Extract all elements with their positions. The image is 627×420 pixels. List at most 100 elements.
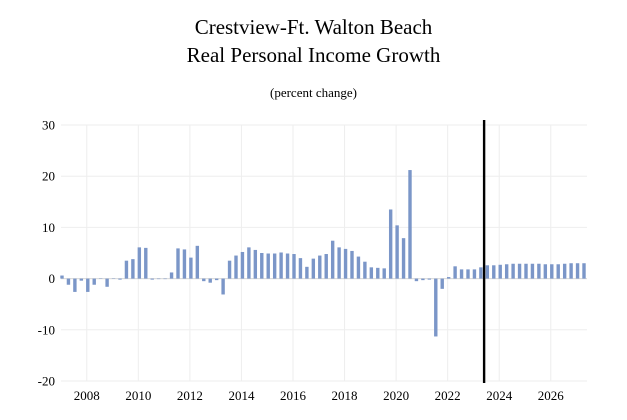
bar <box>176 248 180 279</box>
bar <box>105 278 109 287</box>
x-axis: 2008 2010 2012 2014 2016 2018 2020 2022 2024 2026 <box>74 388 565 403</box>
bar <box>202 278 206 282</box>
bar <box>60 275 64 279</box>
bar <box>440 278 444 289</box>
chart-title: Crestview-Ft. Walton Beach <box>194 15 433 39</box>
bar <box>524 263 528 279</box>
bar <box>247 247 251 279</box>
bar <box>537 263 541 279</box>
bar <box>556 264 560 279</box>
bar <box>479 267 483 279</box>
bar <box>324 254 328 279</box>
bar <box>73 278 77 292</box>
bar <box>330 240 335 279</box>
bar <box>86 278 90 292</box>
bar <box>163 278 167 280</box>
bar <box>504 264 509 279</box>
bar <box>511 263 515 279</box>
bar <box>253 249 258 279</box>
bar <box>79 278 84 281</box>
bar <box>234 255 238 279</box>
bar <box>350 250 354 279</box>
bar <box>395 225 399 279</box>
bar <box>298 258 303 279</box>
bar <box>118 278 122 280</box>
bar <box>195 245 200 279</box>
bar <box>427 278 432 280</box>
x-tick-label: 2014 <box>228 388 255 403</box>
bar <box>363 261 367 279</box>
bar <box>337 247 341 279</box>
bar <box>472 269 477 279</box>
bar <box>124 260 129 279</box>
bar <box>311 258 316 279</box>
bar <box>214 278 219 281</box>
bar <box>189 257 193 279</box>
y-axis: 30 20 10 0 -10 -20 <box>38 118 55 389</box>
chart-subtitle: (percent change) <box>270 85 357 100</box>
bar <box>292 254 296 279</box>
chart-bars <box>60 170 586 337</box>
bar <box>208 278 212 283</box>
bar <box>169 272 174 279</box>
bar <box>388 209 393 279</box>
bar <box>569 263 573 279</box>
bar <box>260 253 264 279</box>
bar <box>272 253 277 279</box>
bar <box>137 247 142 279</box>
bar <box>492 265 496 279</box>
bar <box>466 269 470 279</box>
bar <box>227 260 232 279</box>
bar <box>414 278 419 282</box>
y-tick-label: 20 <box>42 169 55 184</box>
bar <box>453 266 457 279</box>
bar <box>221 278 225 295</box>
y-tick-label: -20 <box>38 374 55 389</box>
bar <box>582 263 586 279</box>
bar <box>279 252 283 279</box>
y-tick-label: 0 <box>49 271 56 286</box>
bar <box>66 278 71 285</box>
x-tick-label: 2024 <box>486 388 513 403</box>
bar <box>305 266 309 279</box>
bar <box>92 278 96 285</box>
y-tick-label: -10 <box>38 322 55 337</box>
x-tick-label: 2022 <box>435 388 461 403</box>
x-tick-label: 2008 <box>74 388 100 403</box>
bar <box>150 278 154 280</box>
bar <box>343 248 348 279</box>
x-tick-label: 2010 <box>125 388 151 403</box>
bar <box>156 278 161 280</box>
x-tick-label: 2020 <box>383 388 409 403</box>
bar <box>182 249 187 279</box>
bar <box>356 256 361 279</box>
chart-title-line2: Real Personal Income Growth <box>186 43 441 67</box>
bar <box>530 263 535 279</box>
bar <box>459 269 464 279</box>
bar <box>498 264 502 279</box>
y-tick-label: 30 <box>42 118 55 133</box>
bar <box>434 278 438 337</box>
bar <box>408 170 412 279</box>
bar <box>144 247 148 279</box>
bar <box>240 251 245 279</box>
bar <box>285 253 290 279</box>
bar <box>376 267 380 279</box>
bar <box>382 268 386 279</box>
bar <box>318 255 322 279</box>
x-tick-label: 2012 <box>177 388 203 403</box>
bar <box>131 259 135 279</box>
bar <box>562 263 567 279</box>
bar <box>485 265 490 279</box>
bar <box>401 238 406 279</box>
x-tick-label: 2026 <box>538 388 565 403</box>
bar <box>575 263 580 279</box>
bar <box>550 264 554 279</box>
bar <box>517 263 522 279</box>
bar <box>543 264 548 279</box>
x-tick-label: 2018 <box>332 388 358 403</box>
bar <box>446 277 451 279</box>
x-tick-label: 2016 <box>280 388 307 403</box>
y-tick-label: 10 <box>42 220 55 235</box>
bar <box>369 267 374 279</box>
